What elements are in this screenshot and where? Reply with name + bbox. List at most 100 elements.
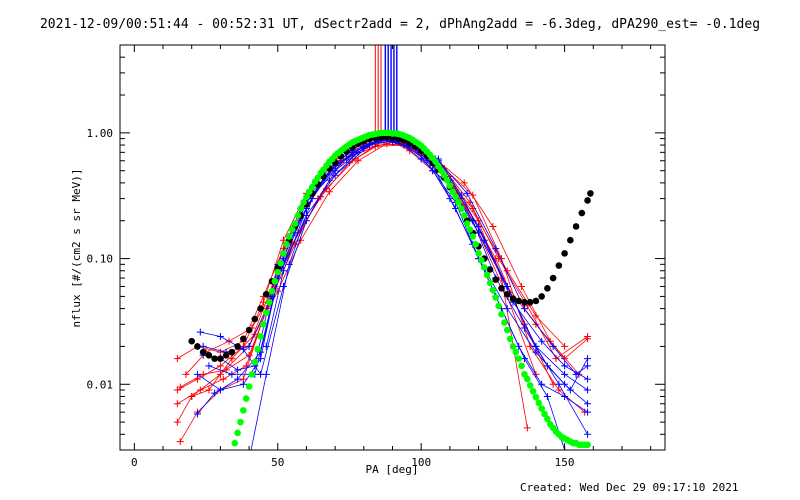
data-point xyxy=(239,345,247,353)
data-point xyxy=(584,386,592,394)
data-point xyxy=(449,188,457,196)
data-point xyxy=(300,199,307,206)
data-point xyxy=(211,389,219,397)
data-point xyxy=(285,233,293,240)
data-point xyxy=(257,333,264,340)
data-point xyxy=(254,345,261,353)
data-point xyxy=(489,286,497,294)
data-point xyxy=(561,370,569,378)
y-tick-label: 0.01 xyxy=(87,378,114,391)
x-tick-label: 0 xyxy=(131,456,138,469)
data-point xyxy=(492,245,500,253)
data-point xyxy=(173,418,181,426)
data-point xyxy=(466,198,474,206)
data-point xyxy=(532,393,540,401)
data-point xyxy=(242,395,250,402)
data-point xyxy=(262,370,270,378)
data-point xyxy=(584,362,592,370)
data-point xyxy=(239,380,247,388)
data-point xyxy=(182,370,190,378)
data-point xyxy=(561,250,568,257)
data-point xyxy=(503,326,511,334)
data-point xyxy=(196,328,204,336)
data-point xyxy=(314,174,322,181)
data-point xyxy=(417,155,425,163)
data-point xyxy=(262,342,270,350)
data-point xyxy=(219,375,227,383)
data-point xyxy=(529,387,537,395)
data-point xyxy=(216,386,224,394)
data-point xyxy=(463,220,471,227)
data-point xyxy=(440,171,448,179)
data-point xyxy=(199,348,207,356)
data-point xyxy=(234,366,242,374)
data-point xyxy=(245,383,253,390)
data-point xyxy=(303,193,310,201)
data-point xyxy=(458,205,465,212)
x-tick-label: 150 xyxy=(555,456,575,469)
series-line xyxy=(177,141,528,428)
data-point xyxy=(228,348,236,356)
data-point xyxy=(331,171,339,179)
series-group xyxy=(173,129,594,463)
data-point xyxy=(518,282,526,290)
data-point xyxy=(228,355,236,363)
data-point xyxy=(492,276,500,283)
data-point xyxy=(463,189,471,197)
data-point xyxy=(475,229,483,237)
data-point xyxy=(584,400,592,408)
series-line xyxy=(265,138,588,435)
data-point xyxy=(251,315,259,323)
data-point xyxy=(265,298,273,306)
data-point xyxy=(544,285,551,292)
data-point xyxy=(176,438,184,446)
data-point xyxy=(205,362,213,370)
data-point xyxy=(549,274,557,282)
data-point xyxy=(518,362,525,370)
data-point xyxy=(432,158,439,165)
data-point xyxy=(543,392,551,400)
data-point xyxy=(532,297,540,305)
data-point xyxy=(584,430,592,438)
data-point xyxy=(498,311,505,318)
data-point xyxy=(486,266,494,273)
data-point xyxy=(173,400,181,408)
data-point xyxy=(246,456,253,463)
data-point xyxy=(567,236,574,244)
data-point xyxy=(524,375,531,383)
data-point xyxy=(294,212,302,219)
series-line xyxy=(197,140,588,391)
data-point xyxy=(526,298,534,306)
data-point xyxy=(262,290,270,298)
data-point xyxy=(280,282,287,290)
y-tick-label: 1.00 xyxy=(87,127,114,140)
data-point xyxy=(526,382,534,389)
series-line xyxy=(177,143,580,405)
data-point xyxy=(460,212,468,219)
data-point xyxy=(199,342,207,350)
data-point xyxy=(354,157,362,165)
data-point xyxy=(572,370,580,378)
data-point xyxy=(578,209,586,217)
data-point xyxy=(466,226,474,233)
data-point xyxy=(475,250,482,257)
vertical-line-group xyxy=(374,45,398,138)
y-axis-label: nflux [#/(cm2 s sr MeV)] xyxy=(70,169,83,328)
data-point xyxy=(188,392,196,400)
data-point xyxy=(538,405,545,412)
data-point xyxy=(446,195,454,203)
data-point xyxy=(193,370,201,378)
data-point xyxy=(216,332,224,340)
data-point xyxy=(503,290,511,298)
data-point xyxy=(283,240,290,248)
data-point xyxy=(216,362,224,370)
data-point xyxy=(483,271,491,279)
data-point xyxy=(520,305,528,313)
data-point xyxy=(237,418,244,426)
data-point xyxy=(572,223,580,230)
data-point xyxy=(308,183,316,191)
series-line xyxy=(177,138,565,359)
created-timestamp: Created: Wed Dec 29 09:17:10 2021 xyxy=(520,481,739,494)
data-point xyxy=(478,256,485,264)
